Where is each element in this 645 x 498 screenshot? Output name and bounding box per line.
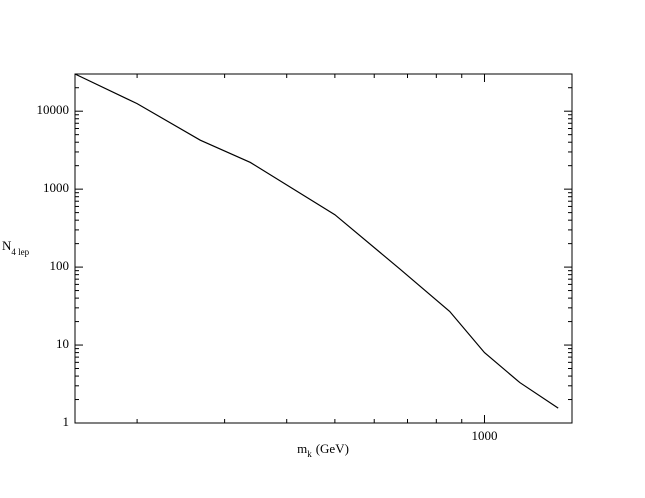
y-tick-label: 100 bbox=[50, 258, 70, 273]
y-tick-label: 1 bbox=[63, 414, 70, 429]
line-series bbox=[74, 73, 559, 409]
y-label-sub: 4 lep bbox=[11, 247, 29, 257]
x-label-main: m bbox=[297, 441, 307, 456]
plot-frame bbox=[74, 73, 573, 424]
x-label-unit: (GeV) bbox=[316, 441, 349, 456]
y-label-main: N bbox=[2, 238, 12, 253]
x-label-sub: k bbox=[307, 449, 312, 459]
x-tick-label: 1000 bbox=[471, 428, 497, 443]
y-tick-label: 10000 bbox=[37, 102, 70, 117]
y-tick-label: 10 bbox=[56, 336, 69, 351]
y-axis-label: N4 lep bbox=[2, 238, 30, 257]
y-tick-label: 1000 bbox=[43, 180, 69, 195]
x-axis-label: mk (GeV) bbox=[297, 441, 349, 459]
